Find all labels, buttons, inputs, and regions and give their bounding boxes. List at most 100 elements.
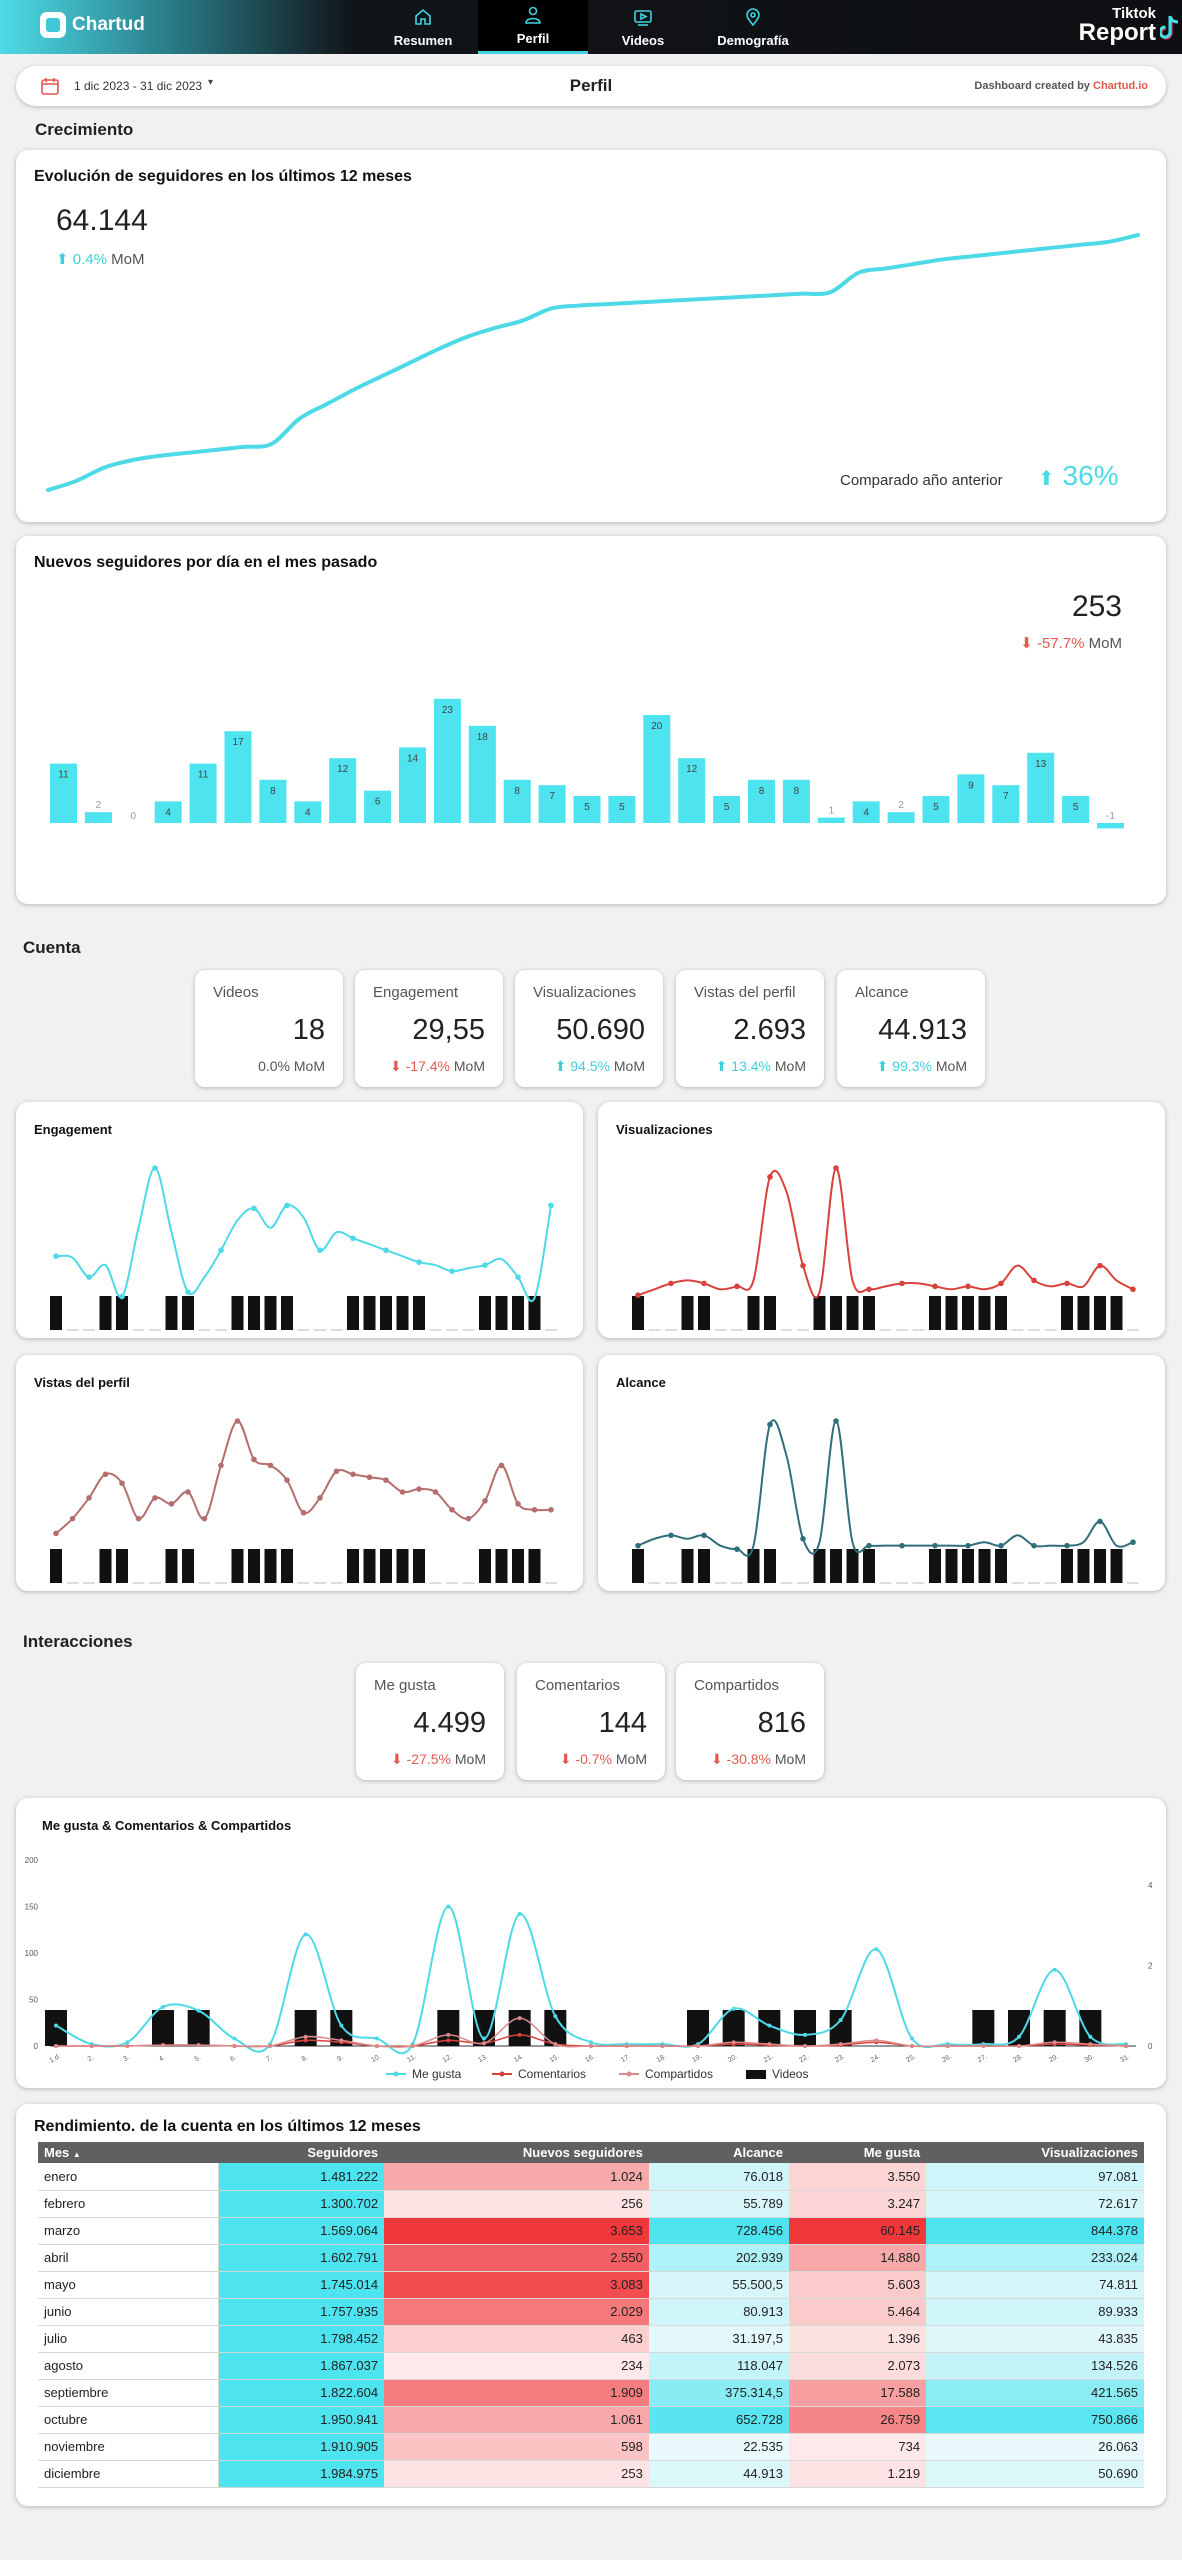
bar-day-7[interactable] [259,779,287,823]
bar-day-19[interactable] [678,758,706,823]
bar-day-26[interactable] [922,796,950,823]
video-bar[interactable] [508,2010,531,2046]
nav-videos[interactable]: Videos [588,0,698,54]
data-point[interactable] [383,1477,389,1483]
data-point[interactable] [800,1535,806,1542]
data-point[interactable] [399,1489,406,1495]
data-point[interactable] [86,1495,92,1501]
bar-day-14[interactable] [503,779,531,823]
data-point[interactable] [635,1542,641,1549]
bar-day-21[interactable] [748,779,775,823]
bar-day-17[interactable] [608,796,636,823]
data-point[interactable] [410,2044,415,2048]
bar-day-29[interactable] [1027,752,1055,823]
data-point[interactable] [251,1205,257,1212]
data-point[interactable] [482,1498,488,1504]
chartud-logo[interactable]: Chartud [40,12,145,38]
data-point[interactable] [1124,2044,1128,2048]
data-point[interactable] [152,1495,158,1501]
bar-day-23[interactable] [817,817,845,823]
data-point[interactable] [548,1506,554,1513]
video-bar[interactable] [45,2010,67,2046]
data-point[interactable] [375,2044,379,2048]
data-point[interactable] [1097,1262,1103,1269]
data-point[interactable] [218,1462,224,1469]
bar-day-27[interactable] [957,774,985,823]
data-point[interactable] [731,2006,736,2011]
data-point[interactable] [668,1280,674,1287]
data-point[interactable] [531,1506,538,1513]
bar-day-15[interactable] [538,785,566,823]
nav-demografia[interactable]: Demografía [698,0,808,54]
data-point[interactable] [446,1904,451,1909]
data-point[interactable] [54,2044,58,2048]
video-bar[interactable] [1079,2010,1102,2046]
nav-resumen[interactable]: Resumen [368,0,478,54]
data-point[interactable] [767,2042,772,2047]
data-point[interactable] [517,2032,522,2037]
data-point[interactable] [300,1509,307,1516]
bar-day-16[interactable] [573,796,601,823]
bar-day-10[interactable] [364,790,392,823]
data-point[interactable] [465,1515,472,1522]
nav-perfil[interactable]: Perfil [478,0,588,54]
data-point[interactable] [317,1247,323,1254]
data-point[interactable] [125,2040,130,2045]
video-bar[interactable] [1008,2010,1030,2046]
data-point[interactable] [553,2042,558,2047]
data-point[interactable] [333,1468,340,1475]
data-point[interactable] [268,2044,272,2048]
date-range-picker[interactable]: 1 dic 2023 - 31 dic 2023 [74,79,203,93]
data-point[interactable] [185,1489,191,1495]
data-point[interactable] [1017,2044,1021,2048]
video-bar[interactable] [330,2010,353,2046]
data-point[interactable] [668,1532,674,1539]
data-point[interactable] [701,1532,707,1539]
data-point[interactable] [89,2044,94,2048]
video-bar[interactable] [794,2010,816,2046]
data-point[interactable] [339,2023,344,2028]
data-point[interactable] [54,2023,58,2028]
bar-day-5[interactable] [189,763,217,823]
video-bar[interactable] [829,2010,852,2046]
data-point[interactable] [86,1274,92,1280]
data-point[interactable] [965,1542,971,1549]
bar-day-25[interactable] [887,812,915,823]
data-point[interactable] [303,2034,308,2039]
data-point[interactable] [482,2036,486,2041]
data-point[interactable] [251,1456,257,1463]
data-point[interactable] [1031,1542,1037,1549]
bar-day-28[interactable] [992,785,1020,823]
data-point[interactable] [866,1542,872,1549]
data-point[interactable] [731,2040,736,2045]
video-bar[interactable] [187,2010,210,2046]
data-point[interactable] [589,2040,593,2045]
data-point[interactable] [734,1546,740,1552]
data-point[interactable] [517,1911,522,1916]
legend-item[interactable]: Me gusta [386,2067,462,2081]
bar-day-11[interactable] [399,747,426,823]
data-point[interactable] [965,1283,971,1290]
data-point[interactable] [899,1280,905,1287]
data-point[interactable] [803,2032,807,2037]
data-point[interactable] [548,1202,554,1209]
bar-day-6[interactable] [224,731,252,823]
column-header-seguidores[interactable]: Seguidores [218,2142,385,2163]
data-point[interactable] [838,2017,843,2022]
data-point[interactable] [701,1280,707,1287]
data-point[interactable] [284,1477,290,1483]
data-point[interactable] [482,1262,488,1268]
data-point[interactable] [375,2036,379,2041]
video-bar[interactable] [1043,2010,1066,2046]
video-bar[interactable] [687,2010,709,2046]
column-header-mes[interactable]: Mes ▲ [38,2142,218,2163]
data-point[interactable] [69,1515,76,1522]
data-point[interactable] [416,1259,422,1265]
data-point[interactable] [152,1165,158,1171]
video-bar[interactable] [437,2010,460,2046]
data-point[interactable] [945,2044,950,2048]
data-point[interactable] [135,1515,142,1522]
data-point[interactable] [53,1253,59,1259]
data-point[interactable] [161,2043,165,2048]
data-point[interactable] [1052,1967,1057,1972]
